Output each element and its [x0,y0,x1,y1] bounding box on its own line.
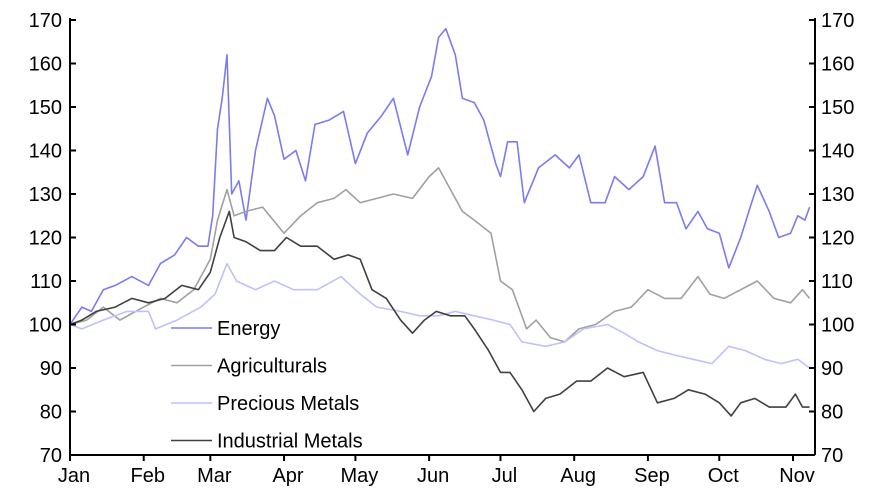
plot-area [69,27,811,417]
x-tick-label: Sep [634,465,670,487]
series-line-industrial-metals [69,210,810,417]
legend-label: Energy [217,318,280,340]
y-tick-label: 90 [40,358,62,380]
x-tick-label: Jan [58,465,90,487]
y-tick-label: 130 [29,184,62,206]
y-tick-label: 70 [40,445,62,467]
y-tick-label: 170 [29,10,62,32]
y2-tick-label: 100 [821,315,854,337]
y2-tick-label: 140 [821,141,854,163]
legend-label: Industrial Metals [217,431,363,453]
y-tick-label: 100 [29,315,62,337]
y-tick-label: 150 [29,97,62,119]
y2-tick-label: 130 [821,184,854,206]
y-tick-label: 120 [29,228,62,250]
series-line-precious-metals [69,262,811,369]
y2-tick-label: 150 [821,97,854,119]
x-tick-label: Jul [492,465,518,487]
y2-tick-label: 170 [821,10,854,32]
x-tick-label: Oct [708,465,740,487]
y-tick-label: 160 [29,54,62,76]
x-tick-label: Apr [272,465,303,487]
series-line-agriculturals [69,167,811,343]
y2-tick-label: 90 [821,358,843,380]
x-tick-label: May [340,465,378,487]
x-tick-label: Jun [417,465,449,487]
axes: 70 80 90 100 110 120 130 140 150 160 170 70 80 90 100 1… [29,10,855,487]
y2-tick-label: 160 [821,54,854,76]
x-tick-label: Mar [197,465,232,487]
legend-label: Agriculturals [217,356,327,378]
y-tick-label: 140 [29,141,62,163]
legend: Energy Agriculturals Precious Metals Indust… [171,318,363,453]
legend-label: Precious Metals [217,393,359,415]
series-line-energy [69,27,811,325]
y-tick-label: 80 [40,402,62,424]
x-tick-label: Nov [779,465,815,487]
y2-tick-label: 120 [821,228,854,250]
y2-tick-label: 70 [821,445,843,467]
x-tick-label: Feb [130,465,164,487]
x-tick-label: Aug [560,465,596,487]
y2-tick-label: 110 [821,271,853,293]
y-tick-label: 110 [30,271,62,293]
y2-tick-label: 80 [821,402,843,424]
